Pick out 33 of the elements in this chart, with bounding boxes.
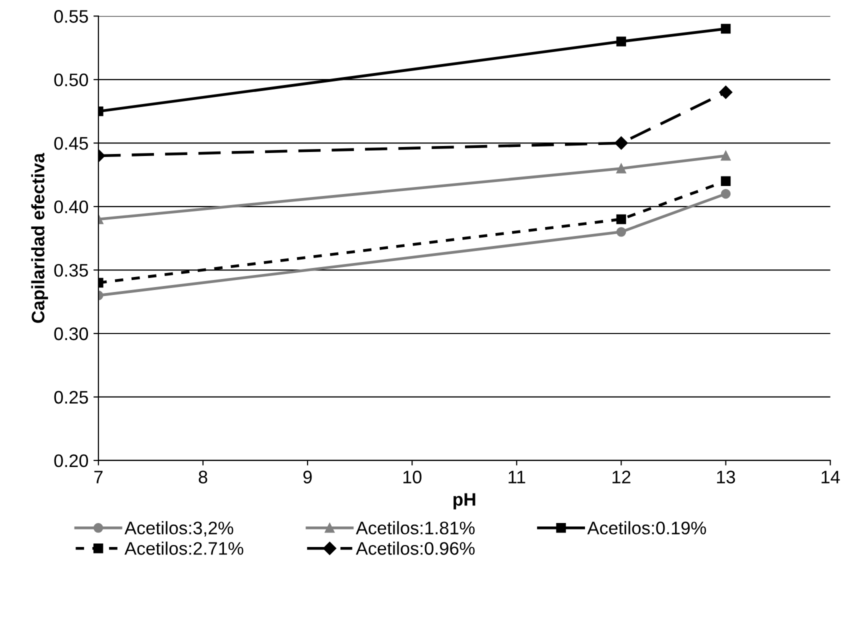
legend-label: Acetilos:2.71% xyxy=(124,542,244,555)
point xyxy=(616,36,626,46)
y-tick-label: 0.30 xyxy=(54,327,88,340)
y-tick-label: 0.40 xyxy=(54,200,88,214)
x-tick-label: 14 xyxy=(822,470,840,484)
y-tick-label: 0.35 xyxy=(54,264,88,277)
x-tick-label: 9 xyxy=(303,470,312,484)
y-tick-label: 0.50 xyxy=(54,74,88,86)
point xyxy=(720,176,731,186)
legend-label: Acetilos:0.19% xyxy=(587,521,706,534)
point xyxy=(720,24,731,34)
x-tick-label: 10 xyxy=(403,470,422,484)
x-tick-label: 12 xyxy=(612,470,630,484)
point xyxy=(720,188,731,199)
x-tick-label: 7 xyxy=(94,470,103,484)
y-tick-label: 0.45 xyxy=(54,136,88,150)
legend-label: Acetilos:3,2% xyxy=(124,521,234,537)
point xyxy=(616,214,626,224)
point xyxy=(614,136,628,150)
y-tick-label: 0.25 xyxy=(54,390,88,404)
point xyxy=(719,86,732,99)
legend-label: Acetilos:0.96% xyxy=(356,542,475,555)
x-tick-label: 8 xyxy=(198,470,208,484)
y-tick-label: 0.20 xyxy=(54,454,88,468)
point xyxy=(616,164,626,174)
point xyxy=(720,150,731,161)
y-tick-label: 0.55 xyxy=(54,10,88,23)
x-tick-label: 11 xyxy=(508,470,526,484)
x-axis-title: pH xyxy=(454,493,476,510)
point xyxy=(616,227,626,237)
legend-label: Acetilos:1.81% xyxy=(356,521,475,534)
y-axis-title: Capilaridad efectiva xyxy=(31,152,48,323)
x-tick-label: 13 xyxy=(717,470,736,484)
